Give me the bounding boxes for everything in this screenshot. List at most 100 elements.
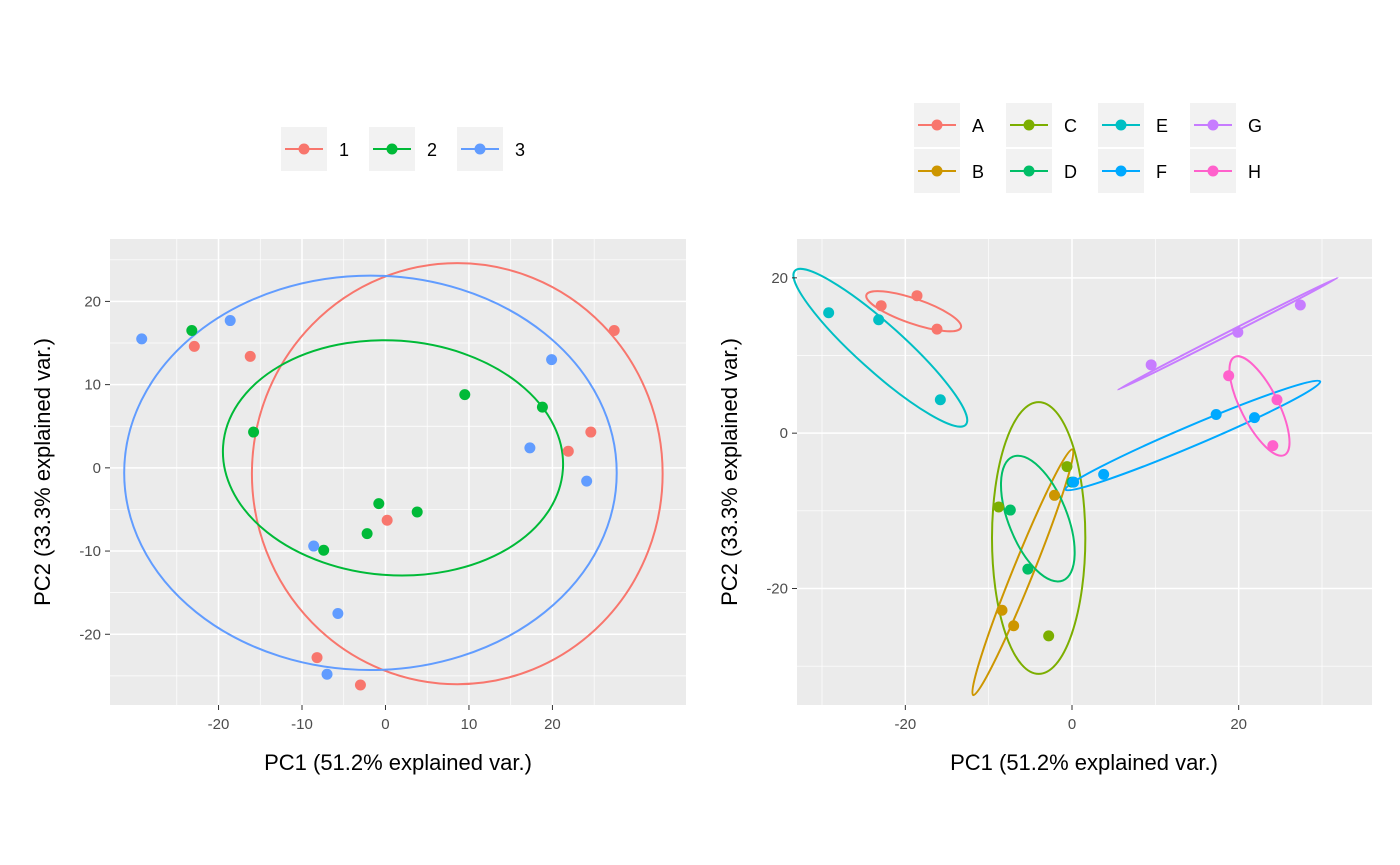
legend-item-H: H <box>1190 149 1261 193</box>
point-2 <box>411 506 423 518</box>
chart-1-plot-background <box>110 239 686 705</box>
legend-label-C: C <box>1064 116 1077 136</box>
x-tick-label: 20 <box>544 716 561 733</box>
chart-1-x-axis-label: PC1 (51.2% explained var.) <box>264 750 532 775</box>
point-E <box>873 314 885 326</box>
ellipse-G <box>1116 276 1339 391</box>
legend-item-E: E <box>1098 103 1168 147</box>
ellipse-E <box>792 267 969 428</box>
legend-key-point <box>386 143 398 155</box>
chart-1-legend: 1 2 3 <box>281 127 525 171</box>
point-A <box>931 323 943 335</box>
legend-key-point <box>1115 165 1127 177</box>
legend-label-F: F <box>1156 162 1167 182</box>
point-1 <box>188 340 200 352</box>
point-3 <box>224 315 236 327</box>
legend-item-A: A <box>914 103 984 147</box>
chart-1-x-ticks: -20 -10 0 10 20 <box>208 705 561 733</box>
y-tick-label: 20 <box>771 270 788 287</box>
point-F <box>1249 412 1260 424</box>
chart-2-x-axis-label: PC1 (51.2% explained var.) <box>950 750 1218 775</box>
ellipse-1 <box>250 262 664 686</box>
y-tick-label: 10 <box>84 377 101 394</box>
legend-item-G: G <box>1190 103 1262 147</box>
chart-2-y-ticks: -20 0 20 <box>766 270 797 598</box>
legend-key-point <box>1023 165 1035 177</box>
legend-label-2: 2 <box>427 140 437 160</box>
legend-item-1: 1 <box>281 127 349 171</box>
point-3 <box>524 442 536 454</box>
point-3 <box>136 333 148 345</box>
chart-1-grid <box>110 239 686 705</box>
y-tick-label: -20 <box>79 626 101 643</box>
legend-label-G: G <box>1248 116 1262 136</box>
chart-2-legend: A B C D E F G H <box>914 103 1262 193</box>
chart-1: 1 2 3 -20 -10 0 10 20 -20 -10 0 10 20 PC1 (51.2% e… <box>30 127 686 775</box>
point-A <box>875 300 887 312</box>
point-1 <box>381 514 393 526</box>
legend-item-B: B <box>914 149 984 193</box>
chart-2-ellipses <box>792 267 1339 697</box>
ellipse-F <box>1064 379 1322 492</box>
legend-key-point <box>1207 119 1219 131</box>
point-D <box>1004 504 1016 516</box>
point-B <box>1049 489 1060 501</box>
point-2 <box>186 325 198 337</box>
point-1 <box>311 652 323 664</box>
point-2 <box>361 528 373 540</box>
point-E <box>934 394 946 406</box>
chart-1-points <box>136 315 620 691</box>
point-2 <box>318 544 330 556</box>
point-B <box>1008 620 1020 632</box>
y-tick-label: 0 <box>93 460 101 477</box>
x-tick-label: -10 <box>291 716 313 733</box>
point-3 <box>321 668 333 680</box>
point-D <box>1022 563 1034 575</box>
x-tick-label: 10 <box>461 716 478 733</box>
point-2 <box>373 498 385 510</box>
chart-2-x-ticks: -20 0 20 <box>894 705 1247 733</box>
x-tick-label: 20 <box>1230 716 1247 733</box>
legend-label-1: 1 <box>339 140 349 160</box>
point-B <box>996 604 1008 616</box>
chart-1-ellipses <box>123 262 664 686</box>
legend-item-F: F <box>1098 149 1167 193</box>
point-1 <box>244 350 256 362</box>
x-tick-label: -20 <box>208 716 230 733</box>
point-2 <box>248 426 260 438</box>
point-C <box>1061 461 1073 473</box>
point-1 <box>608 325 620 337</box>
y-tick-label: 20 <box>84 293 101 310</box>
legend-key-point <box>1207 165 1219 177</box>
chart-1-y-ticks: -20 -10 0 10 20 <box>79 293 110 643</box>
point-C <box>1043 630 1055 642</box>
point-E <box>823 307 835 319</box>
point-G <box>1145 359 1157 371</box>
point-H <box>1267 440 1279 452</box>
legend-label-E: E <box>1156 116 1168 136</box>
point-G <box>1294 299 1306 311</box>
x-tick-label: 0 <box>381 716 389 733</box>
legend-key-point <box>1115 119 1127 131</box>
point-3 <box>546 354 558 366</box>
x-tick-label: 0 <box>1068 716 1076 733</box>
point-3 <box>332 607 344 619</box>
point-F <box>1098 468 1110 480</box>
point-G <box>1232 326 1244 338</box>
legend-key-point <box>298 143 310 155</box>
ellipse-3 <box>123 274 618 672</box>
legend-item-3: 3 <box>457 127 525 171</box>
legend-key-point <box>474 143 486 155</box>
point-H <box>1271 394 1283 406</box>
x-tick-label: -20 <box>894 716 916 733</box>
legend-label-B: B <box>972 162 984 182</box>
legend-key-point <box>1023 119 1035 131</box>
point-F <box>1068 476 1080 488</box>
legend-item-2: 2 <box>369 127 437 171</box>
ellipse-C <box>990 401 1087 675</box>
point-1 <box>562 445 574 457</box>
legend-label-3: 3 <box>515 140 525 160</box>
chart-1-y-axis-label: PC2 (33.3% explained var.) <box>30 338 55 606</box>
y-tick-label: 0 <box>780 425 788 442</box>
